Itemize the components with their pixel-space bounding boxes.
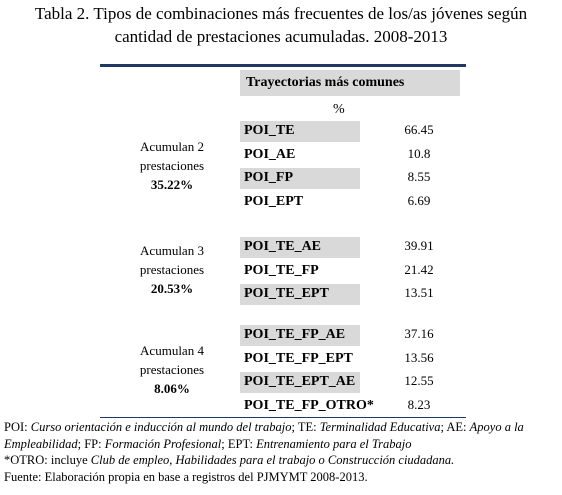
bottom-rule bbox=[100, 417, 466, 418]
row-name: POI_TE_FP_OTRO* bbox=[244, 397, 374, 413]
unit-label: % bbox=[333, 102, 345, 117]
row-name: POI_TE bbox=[244, 123, 295, 138]
note-text: Fuente: Elaboración propia en base a reg… bbox=[4, 470, 368, 484]
note-text: Terminalidad Educativa bbox=[319, 420, 441, 434]
group-label: Acumulan 2 prestaciones 35.22% bbox=[112, 137, 232, 194]
row-value: 39.91 bbox=[404, 238, 434, 253]
header-bg bbox=[240, 70, 460, 96]
row-value: 13.51 bbox=[404, 285, 434, 300]
row-bg bbox=[240, 121, 360, 142]
group-label-line: prestaciones bbox=[139, 158, 205, 173]
group-label-line: 8.06% bbox=[154, 381, 190, 396]
row-bg bbox=[240, 284, 360, 305]
group-label-line: 20.53% bbox=[150, 281, 194, 297]
row-value: 6.69 bbox=[407, 192, 431, 208]
group-label-line: Acumulan 2 bbox=[140, 139, 204, 154]
row-bg bbox=[240, 168, 360, 189]
note-text: Curso orientación e inducción al mundo d… bbox=[30, 420, 292, 434]
note-text: POI: bbox=[4, 420, 31, 434]
row-value: 10.8 bbox=[407, 145, 431, 161]
note-text: ; FP: bbox=[77, 436, 105, 451]
note-text: ; EPT: bbox=[221, 436, 257, 451]
note: Fuente: Elaboración propia en base a reg… bbox=[4, 469, 560, 486]
group-label-line: prestaciones bbox=[139, 262, 205, 278]
row-name: POI_TE_EPT bbox=[244, 286, 329, 301]
row-value: 8.23 bbox=[407, 396, 431, 412]
row-value: 12.55 bbox=[404, 373, 434, 388]
row-bg bbox=[240, 325, 360, 346]
row-name: POI_EPT bbox=[244, 193, 304, 209]
group-label-line: Acumulan 3 bbox=[140, 243, 204, 259]
note: *OTRO: incluye Club de empleo, Habilidad… bbox=[4, 452, 560, 469]
row-name: POI_FP bbox=[244, 170, 293, 185]
row-name: POI_TE_EPT_AE bbox=[244, 374, 356, 389]
row-name: POI_TE_FP_AE bbox=[244, 327, 346, 342]
row-value: 66.45 bbox=[404, 122, 434, 137]
row-name: POI_TE_AE bbox=[244, 239, 322, 254]
row-value: 37.16 bbox=[404, 326, 434, 341]
row-bg bbox=[240, 372, 360, 393]
row-name: POI_TE_FP_EPT bbox=[244, 350, 353, 366]
row-name: POI_AE bbox=[244, 146, 296, 162]
note: POI: Curso orientación e inducción al mu… bbox=[4, 419, 560, 452]
group-label: Acumulan 3 prestaciones 20.53% bbox=[112, 241, 232, 298]
title-line: Tabla 2. Tipos de combinaciones más frec… bbox=[34, 4, 528, 23]
row-value: 13.56 bbox=[404, 349, 434, 365]
row-bg bbox=[240, 237, 360, 258]
note-text: Formación Profesional bbox=[104, 436, 222, 451]
note-text: Apoyo a la Empleabilidad bbox=[4, 420, 524, 451]
note-text: *OTRO: incluye bbox=[4, 453, 91, 467]
top-rule bbox=[100, 64, 466, 67]
row-value: 21.42 bbox=[404, 261, 434, 277]
row-value: 8.55 bbox=[407, 169, 431, 184]
note-text: Entrenamiento para el Trabajo bbox=[256, 436, 412, 451]
group-label-line: prestaciones bbox=[139, 362, 205, 377]
table-header: Trayectorias más comunes bbox=[246, 75, 405, 90]
group-label: Acumulan 4 prestaciones 8.06% bbox=[112, 341, 232, 398]
note-text: ; TE: bbox=[291, 420, 320, 434]
row-name: POI_TE_FP bbox=[244, 262, 319, 278]
note-text: ; AE: bbox=[440, 420, 470, 434]
group-label-line: 35.22% bbox=[150, 177, 194, 192]
group-label-line: Acumulan 4 bbox=[140, 343, 204, 358]
note-text: Club de empleo, Habilidades para el trab… bbox=[90, 453, 455, 467]
title-line: cantidad de prestaciones acumuladas. 200… bbox=[114, 27, 448, 46]
